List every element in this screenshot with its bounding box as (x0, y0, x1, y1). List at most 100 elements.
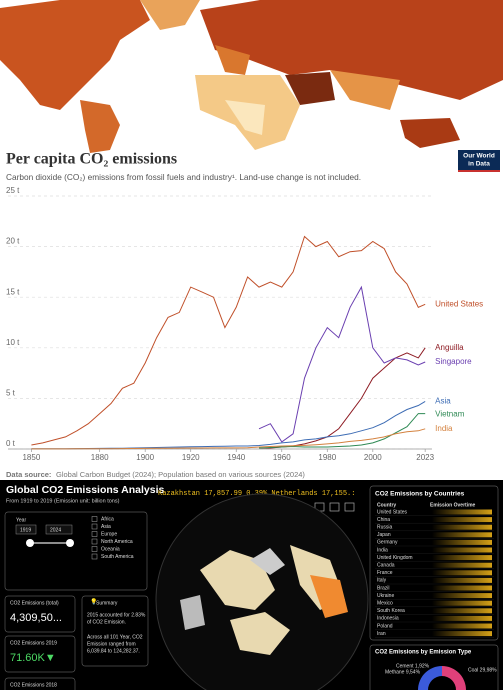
globe (155, 493, 369, 690)
year-to: 2024 (50, 527, 61, 533)
country-name: Russia (377, 525, 393, 531)
summary-icon: 💡 (90, 598, 97, 606)
checkbox[interactable] (91, 553, 98, 560)
country-name: Poland (377, 623, 393, 629)
panel-title: CO2 Emissions by Countries (375, 491, 465, 498)
y-tick-label: 5 t (6, 389, 16, 398)
series-line (31, 235, 426, 446)
logo-bar (458, 170, 500, 172)
x-tick-label: 2000 (364, 453, 382, 462)
series-label: India (435, 424, 453, 433)
summary-line: Across all 101 Year, CO2 (87, 634, 143, 640)
icon[interactable] (344, 502, 355, 512)
type-label: Coal 29,98% (468, 667, 497, 673)
series-label: United States (435, 299, 483, 308)
slider-handle[interactable] (26, 539, 34, 547)
cards: CO2 Emissions (total) 4,309,50... CO2 Emis… (4, 595, 76, 690)
checkbox[interactable] (91, 531, 98, 537)
x-tick-label: 1880 (91, 453, 109, 462)
checkbox[interactable] (91, 538, 98, 545)
sparkline (432, 509, 492, 515)
logo-text: Our World (463, 153, 495, 160)
region-label: Asia (101, 524, 111, 530)
summary-title: Summary (96, 600, 118, 606)
year-input[interactable] (15, 524, 37, 535)
checkbox[interactable] (91, 516, 98, 522)
x-tick-label: 1850 (22, 453, 40, 462)
x-tick-label: 1920 (182, 453, 200, 462)
series-line (31, 400, 426, 450)
country-name: China (377, 517, 390, 523)
series-label: Anguilla (435, 343, 464, 352)
checkbox[interactable] (91, 523, 98, 530)
donut (418, 666, 442, 690)
region-label: Oceania (101, 546, 120, 552)
sparkline (432, 524, 492, 530)
country-name: Mexico (377, 601, 393, 607)
country-name: United Kingdom (377, 555, 413, 561)
country-name: Brazil (377, 585, 390, 591)
source-label: Data source: (6, 470, 51, 479)
checkbox[interactable] (91, 546, 98, 552)
region-label: South America (101, 554, 134, 560)
year-label: Year (16, 517, 26, 523)
series-line (31, 428, 426, 450)
icon[interactable] (329, 502, 340, 512)
summary-line: Emission ranged from (87, 641, 136, 647)
summary-line: of CO2 Emission. (87, 619, 126, 625)
column-header: Country (377, 502, 396, 508)
country-name: Indonesia (377, 616, 399, 622)
map (0, 0, 503, 153)
panel-title: CO2 Emissions by Emission Type (375, 650, 472, 656)
series-label: Asia (435, 397, 451, 406)
y-tick-label: 20 t (6, 237, 20, 246)
y-tick-label: 15 t (6, 287, 20, 296)
summary-line: 2015 accounted for 2.83% (87, 612, 146, 618)
sparkline (432, 585, 492, 591)
donut (442, 666, 466, 690)
kpi-title: CO2 Emissions 2018 (10, 682, 57, 688)
year-input[interactable] (45, 524, 73, 535)
kpi-title: CO2 Emissions 2019 (10, 640, 57, 646)
source: Global Carbon Budget (2024); Population … (56, 470, 305, 479)
logo-box (458, 150, 500, 172)
x-tick-label: 2023 (416, 453, 434, 462)
series-line (258, 285, 426, 443)
column-header: Emission Overtime (430, 502, 476, 508)
chart-subtitle: Carbon dioxide (CO₂) emissions from foss… (6, 172, 361, 182)
filter-panel (4, 511, 148, 591)
sparkline (432, 608, 492, 614)
kpi-value: 71.60K▼ (10, 652, 56, 664)
series-label: Singapore (435, 357, 472, 366)
logo-text: in Data (468, 161, 490, 168)
kpi-card (4, 635, 76, 673)
summary-panel (81, 595, 149, 667)
year-from: 1919 (20, 527, 31, 533)
sparkline (432, 593, 492, 599)
x-tick-label: 1940 (227, 453, 245, 462)
sparkline (432, 600, 492, 606)
kpi-value: 4,309,50... (10, 612, 62, 624)
kpi-card (4, 677, 76, 690)
series-label: Vietnam (435, 410, 465, 419)
country-name: South Korea (377, 608, 405, 614)
sparkline (432, 562, 492, 568)
dashboard-subtitle: From 1919 to 2019 (Emission unit: billio… (6, 498, 120, 504)
type-label: Methane 9,54% (385, 669, 421, 675)
y-tick-label: 10 t (6, 338, 20, 347)
plot: 0 t 5 t 10 t 15 t 20 t 25 t 1850 1880 1900 1920 19… (6, 186, 483, 462)
slider-handle[interactable] (66, 539, 74, 547)
sparkline (432, 577, 492, 583)
sparkline (432, 555, 492, 561)
summary-text: 2015 accounted for 2.83%of CO2 Emission.… (87, 612, 146, 654)
sparkline (432, 547, 492, 553)
country-name: Germany (377, 540, 398, 546)
sparkline (432, 623, 492, 629)
sparkline (432, 532, 492, 538)
y-tick-label: 25 t (6, 186, 20, 195)
x-tick-label: 1900 (136, 453, 154, 462)
country-name: Canada (377, 563, 395, 569)
